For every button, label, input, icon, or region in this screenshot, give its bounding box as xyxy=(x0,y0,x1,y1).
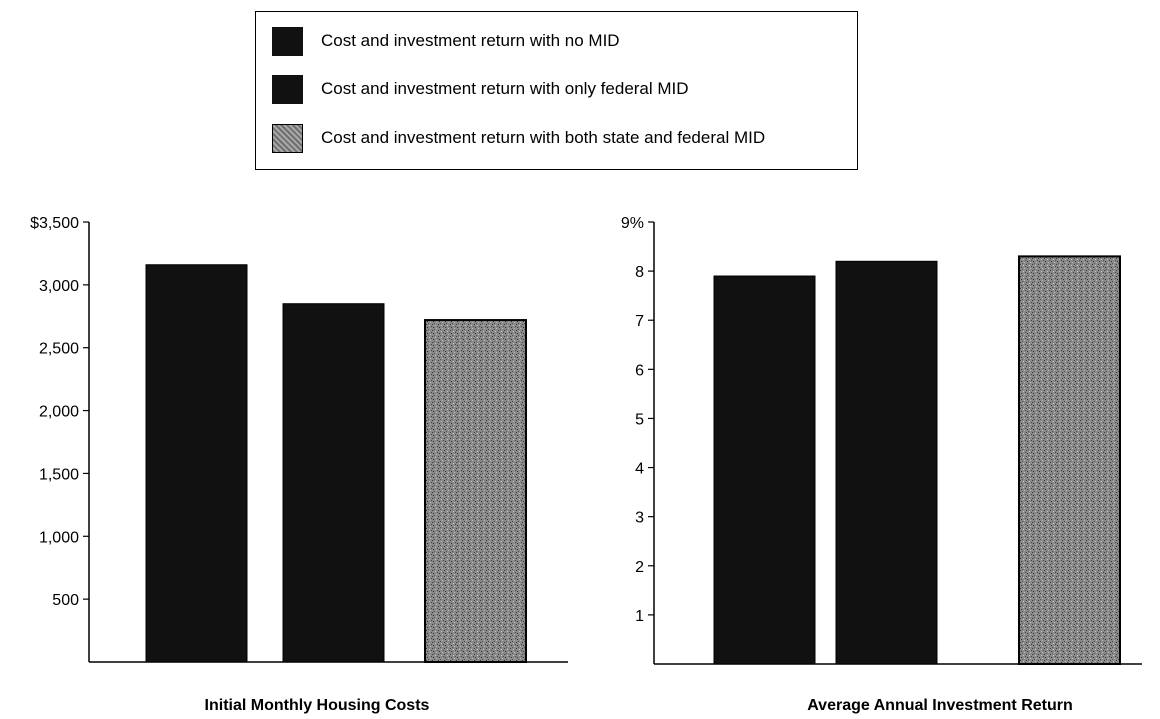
y-tick-label: 4 xyxy=(635,461,644,478)
legend-swatch-no-mid xyxy=(272,26,303,56)
y-tick-label: 2 xyxy=(635,559,644,576)
legend-label-state-federal-mid: Cost and investment return with both sta… xyxy=(321,128,766,147)
y-tick-label: 2,000 xyxy=(39,404,79,421)
y-tick-label: 9% xyxy=(621,215,644,232)
legend-label-federal-mid: Cost and investment return with only fed… xyxy=(321,79,689,98)
bar-2 xyxy=(835,260,938,665)
chart-investment-return: 1 2 3 4 5 6 7 8 9% Average Annual Investment Retu… xyxy=(621,215,1142,714)
bar-2 xyxy=(282,303,385,663)
bar-1 xyxy=(145,264,248,663)
legend-item-federal-mid: Cost and investment return with only fed… xyxy=(272,74,689,104)
y-tick-label: 8 xyxy=(635,264,644,281)
bar-3 xyxy=(424,319,527,663)
y-tick-label: 2,500 xyxy=(39,341,79,358)
y-tick-label: 1,000 xyxy=(39,529,79,546)
y-tick-label: 3 xyxy=(635,510,644,527)
chart-title: Initial Monthly Housing Costs xyxy=(205,697,430,714)
chart-housing-costs: 500 1,000 1,500 2,000 2,500 3,000 $3,500 Initia… xyxy=(30,215,568,714)
legend-label-no-mid: Cost and investment return with no MID xyxy=(321,31,620,50)
legend: Cost and investment return with no MID C… xyxy=(255,11,858,170)
bar-1 xyxy=(713,275,816,665)
y-tick-label: 3,000 xyxy=(39,278,79,295)
y-tick-label: 5 xyxy=(635,411,644,428)
y-tick-label: 1,500 xyxy=(39,466,79,483)
y-tick-label: 1 xyxy=(635,608,644,625)
y-tick-label: $3,500 xyxy=(30,215,79,232)
legend-item-no-mid: Cost and investment return with no MID xyxy=(272,26,620,56)
legend-swatch-federal-mid xyxy=(272,74,303,104)
legend-item-state-federal-mid: Cost and investment return with both sta… xyxy=(272,123,765,153)
y-tick-label: 500 xyxy=(52,592,79,609)
bar-3 xyxy=(1018,255,1121,665)
chart-title: Average Annual Investment Return xyxy=(807,697,1073,714)
y-tick-label: 6 xyxy=(635,362,644,379)
legend-swatch-state-federal-mid xyxy=(272,123,303,153)
y-tick-label: 7 xyxy=(635,313,644,330)
